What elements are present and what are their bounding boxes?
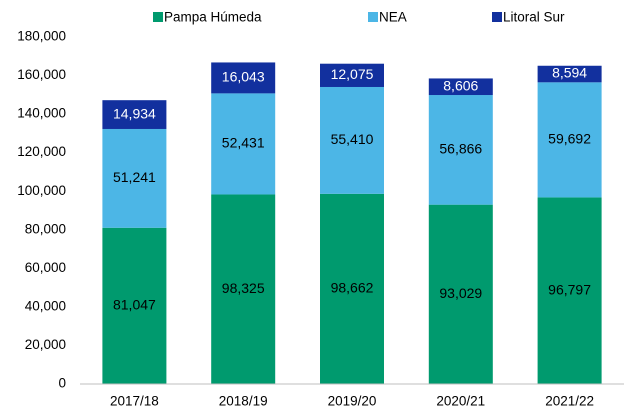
x-tick-label: 2017/18 <box>110 394 159 409</box>
bar-segment <box>211 194 276 384</box>
legend-swatch <box>153 12 163 22</box>
data-label: 98,662 <box>331 280 374 296</box>
legend-swatch <box>492 12 502 22</box>
data-label: 59,692 <box>548 131 591 147</box>
data-label: 81,047 <box>113 297 156 313</box>
y-tick-label: 80,000 <box>25 221 66 236</box>
y-tick-label: 40,000 <box>25 298 66 313</box>
bar-segment <box>428 204 493 384</box>
data-label: 51,241 <box>113 169 156 185</box>
y-tick-label: 60,000 <box>25 260 66 275</box>
bar-segment <box>102 227 167 384</box>
x-tick-label: 2020/21 <box>436 394 485 409</box>
bar-segment <box>428 95 493 205</box>
x-tick-label: 2018/19 <box>219 394 268 409</box>
bar-segment <box>320 193 384 384</box>
data-label: 8,594 <box>552 65 587 81</box>
data-label: 55,410 <box>331 131 374 147</box>
y-tick-label: 100,000 <box>17 183 66 198</box>
y-tick-label: 180,000 <box>17 29 66 44</box>
data-label: 96,797 <box>548 281 591 297</box>
data-label: 8,606 <box>443 77 478 93</box>
bar-segment <box>537 65 602 83</box>
bar-segment <box>428 78 493 96</box>
data-label: 16,043 <box>222 69 265 85</box>
bar-segment <box>102 128 167 228</box>
bar-segment <box>211 62 276 94</box>
y-tick-label: 160,000 <box>17 67 66 82</box>
data-label: 93,029 <box>439 285 482 301</box>
x-tick-label: 2019/20 <box>328 394 377 409</box>
data-label: 12,075 <box>331 66 374 82</box>
legend-label: Litoral Sur <box>503 10 565 25</box>
legend-label: NEA <box>379 10 407 25</box>
legend-label: Pampa Húmeda <box>164 10 262 25</box>
x-tick-label: 2021/22 <box>545 394 594 409</box>
bar-segment <box>320 86 384 194</box>
bar-segment <box>102 100 167 129</box>
y-tick-label: 120,000 <box>17 144 66 159</box>
bar-segment <box>537 82 602 198</box>
data-label: 98,325 <box>222 280 265 296</box>
data-label: 52,431 <box>222 135 265 151</box>
bar-segment <box>211 93 276 195</box>
bar-segment <box>537 197 602 384</box>
data-label: 56,866 <box>439 141 482 157</box>
legend-swatch <box>368 12 378 22</box>
y-tick-label: 20,000 <box>25 337 66 352</box>
y-tick-label: 0 <box>58 376 66 391</box>
y-tick-label: 140,000 <box>17 106 66 121</box>
bar-segment <box>320 63 384 87</box>
data-label: 14,934 <box>113 105 156 121</box>
